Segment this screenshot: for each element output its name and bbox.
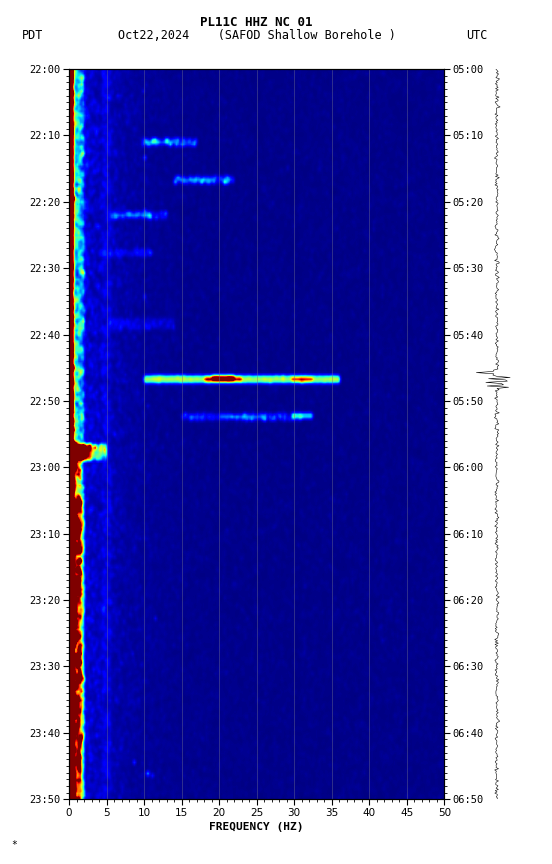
Text: *: * <box>11 841 17 850</box>
X-axis label: FREQUENCY (HZ): FREQUENCY (HZ) <box>209 822 304 832</box>
Text: PL11C HHZ NC 01: PL11C HHZ NC 01 <box>200 16 313 29</box>
Text: UTC: UTC <box>466 29 488 41</box>
Text: PDT: PDT <box>22 29 44 41</box>
Text: Oct22,2024    (SAFOD Shallow Borehole ): Oct22,2024 (SAFOD Shallow Borehole ) <box>118 29 396 41</box>
